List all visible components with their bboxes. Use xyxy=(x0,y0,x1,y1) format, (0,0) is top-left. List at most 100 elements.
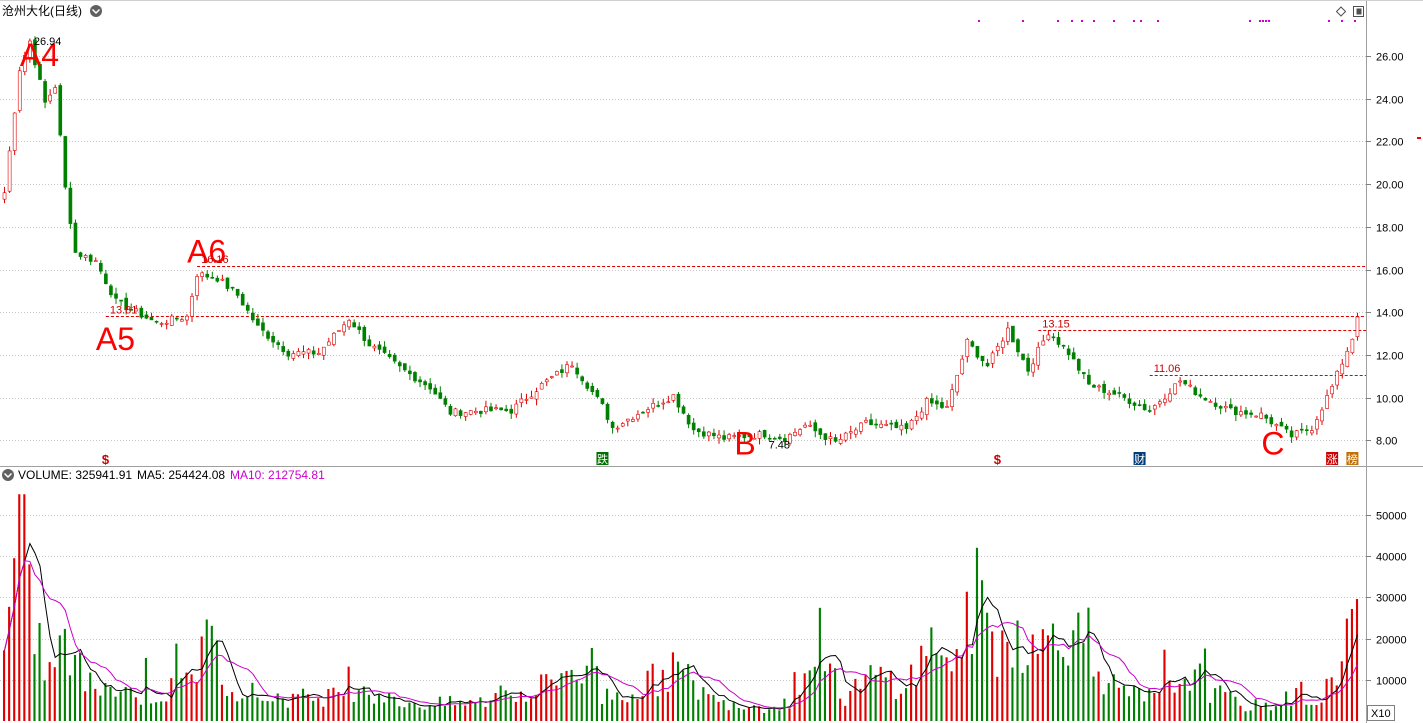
candle-body xyxy=(610,421,615,428)
candle-body xyxy=(762,429,767,438)
diamond-icon[interactable] xyxy=(1335,6,1347,17)
candle-body xyxy=(514,403,519,415)
volume-bars xyxy=(3,494,1359,721)
signal-dot xyxy=(1113,20,1115,22)
event-marker-box[interactable] xyxy=(1326,452,1339,465)
chevron-down-icon[interactable] xyxy=(90,5,102,17)
candle-body xyxy=(174,317,179,320)
candle-body xyxy=(752,437,757,440)
volume-bar xyxy=(986,612,989,721)
scale-label: X10 xyxy=(1371,708,1391,720)
event-marker-text[interactable]: 财 xyxy=(1134,452,1145,466)
volume-bar xyxy=(646,670,649,721)
chevron-down-icon[interactable] xyxy=(2,469,14,481)
dollar-event-icon[interactable]: $ xyxy=(994,452,1002,467)
volume-bar xyxy=(778,710,781,721)
event-marker-box[interactable] xyxy=(1346,452,1359,465)
volume-bar xyxy=(1036,653,1039,721)
volume-bar xyxy=(352,701,355,721)
volume-bar xyxy=(170,678,173,721)
volume-bar xyxy=(271,701,274,721)
annotations: A4 A5 A6 B C 26.94 16.16 13.81 7.48 13.15 11.06 xyxy=(20,36,1285,462)
volume-bar xyxy=(535,694,538,721)
volume-bar xyxy=(1082,643,1085,721)
candle-body xyxy=(1152,405,1157,410)
moving-average-lines xyxy=(4,542,1358,710)
candle-body xyxy=(17,70,22,111)
candle-body xyxy=(1299,428,1304,431)
candle-body xyxy=(347,320,351,328)
volume-bar xyxy=(1127,696,1131,721)
candle-body xyxy=(48,94,52,102)
window-restore-icon[interactable] xyxy=(1353,6,1364,17)
volume-bar xyxy=(79,653,82,721)
volume-bar xyxy=(109,686,112,721)
event-marker-box[interactable] xyxy=(1133,452,1146,465)
candle-body xyxy=(240,293,245,306)
event-marker-text[interactable]: 涨 xyxy=(1327,453,1338,466)
candle-body xyxy=(119,299,123,302)
candle-body xyxy=(1315,419,1319,430)
volume-bar xyxy=(697,699,700,721)
event-markers[interactable]: $ 跌 $ 财 涨榜 xyxy=(102,452,1359,467)
event-marker-box[interactable] xyxy=(596,452,609,465)
volume-bar xyxy=(453,705,457,721)
volume-bar xyxy=(210,625,213,721)
volume-bar xyxy=(13,558,16,721)
candle-body xyxy=(408,370,412,375)
event-marker-text[interactable]: 榜 xyxy=(1347,452,1358,466)
candle-body xyxy=(291,353,296,359)
volume-bar xyxy=(565,670,568,721)
candle-body xyxy=(473,410,478,414)
candle-body xyxy=(43,81,47,103)
signal-dot xyxy=(1249,20,1251,22)
candle-body xyxy=(1279,421,1284,427)
candle-body xyxy=(990,352,995,364)
candle-body xyxy=(884,424,889,426)
price-tick-label: 24.00 xyxy=(1376,95,1404,107)
candle-body xyxy=(1264,414,1269,419)
volume-bar xyxy=(1285,691,1288,721)
volume-bar xyxy=(1193,669,1196,721)
volume-bar xyxy=(459,701,462,721)
volume-tick-label: 50000 xyxy=(1376,511,1407,523)
volume-bar xyxy=(185,672,188,721)
volume-bar xyxy=(342,696,345,721)
volume-bar xyxy=(1244,711,1247,721)
candle-body xyxy=(955,374,959,393)
volume-bar xyxy=(773,706,776,721)
candle-body xyxy=(7,150,12,192)
price-tick-label: 26.00 xyxy=(1376,52,1404,64)
volume-bar xyxy=(550,679,553,721)
candle-body xyxy=(1076,358,1081,371)
candle-body xyxy=(1142,403,1147,411)
volume-bar xyxy=(1234,696,1237,721)
volume-bar xyxy=(940,655,943,721)
candle-body xyxy=(256,318,260,326)
candle-body xyxy=(1021,353,1025,360)
price-tick-label: 16.00 xyxy=(1376,266,1404,278)
candle-body xyxy=(960,358,965,375)
candle-body xyxy=(783,438,787,443)
candle-body xyxy=(747,435,752,437)
candle-body xyxy=(251,312,255,321)
volume-bar xyxy=(722,700,725,721)
candle-body xyxy=(149,316,154,321)
volume-bar xyxy=(28,564,31,721)
volume-bar xyxy=(834,668,837,721)
event-marker-text[interactable]: 跌 xyxy=(597,452,608,466)
volume-bar xyxy=(94,688,97,721)
candle-body xyxy=(985,362,990,367)
volume-bar xyxy=(636,699,639,721)
candle-body xyxy=(129,309,134,311)
candle-body xyxy=(707,431,711,437)
volume-bar xyxy=(1173,692,1176,721)
dollar-event-icon[interactable]: $ xyxy=(102,452,110,467)
volume-bar xyxy=(1269,710,1272,721)
volume-bar xyxy=(1001,630,1004,721)
candle-body xyxy=(909,419,914,430)
candle-body xyxy=(646,409,650,413)
volume-bar xyxy=(8,606,11,721)
candle-body xyxy=(833,437,838,442)
